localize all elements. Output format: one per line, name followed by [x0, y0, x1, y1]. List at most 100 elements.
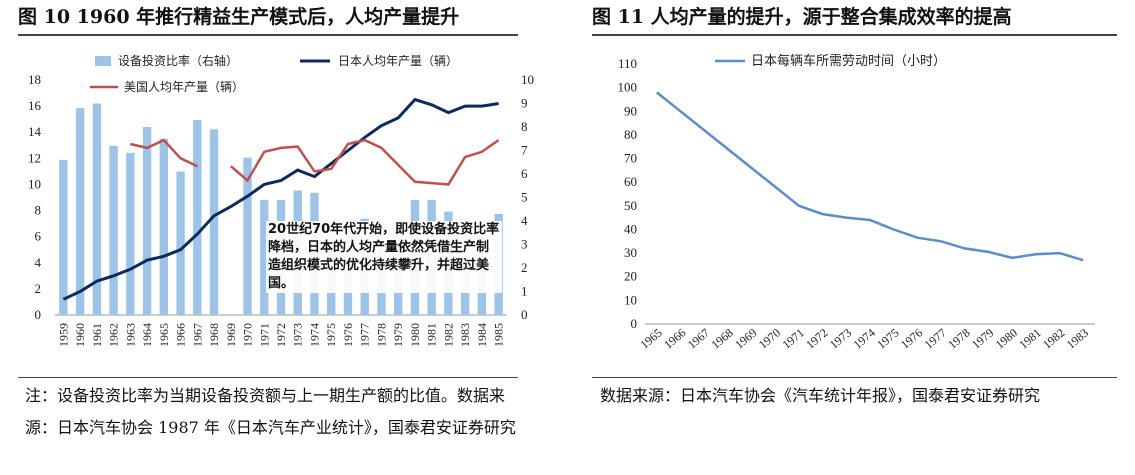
y-tick-label: 16 — [28, 98, 42, 113]
y-tick-label: 6 — [35, 229, 42, 244]
x-tick-label: 1975 — [874, 326, 901, 352]
x-tick-label: 1982 — [1040, 326, 1067, 352]
legend-label-japan: 日本人均年产量（辆） — [338, 54, 458, 68]
legend-label-bar: 设备投资比率（右轴） — [118, 53, 238, 68]
y-tick-label: 18 — [28, 72, 41, 87]
y-tick-label: 14 — [28, 124, 42, 139]
bar — [159, 138, 168, 315]
y2-tick-label: 1 — [521, 284, 528, 299]
bar — [260, 199, 269, 315]
x-tick-label: 1959 — [56, 323, 70, 347]
x-tick-label: 1966 — [174, 323, 188, 347]
x-tick-label: 1977 — [358, 323, 372, 347]
y2-tick-label: 3 — [521, 237, 528, 252]
y2-tick-label: 9 — [521, 96, 528, 111]
x-tick-label: 1960 — [73, 323, 87, 347]
x-tick-label: 1981 — [1016, 326, 1043, 352]
y-tick-label: 4 — [35, 255, 42, 270]
note-rule-left — [18, 377, 518, 378]
x-tick-label: 1978 — [374, 323, 388, 347]
y2-tick-label: 2 — [521, 260, 528, 275]
us-series-line — [130, 138, 500, 186]
x-tick-label: 1971 — [779, 326, 806, 352]
bar — [193, 119, 202, 315]
y-tick-label: 60 — [624, 174, 637, 189]
y-tick-label: 40 — [624, 221, 637, 236]
x-tick-label: 1983 — [458, 323, 472, 347]
x-tick-label: 1980 — [408, 323, 422, 347]
x-tick-label: 1977 — [922, 326, 949, 352]
x-tick-label: 1972 — [803, 326, 830, 352]
x-tick-label: 1983 — [1064, 326, 1091, 352]
y-tick-label: 20 — [624, 269, 637, 284]
title-rule-left — [18, 34, 518, 36]
bar — [142, 127, 152, 315]
x-tick-label: 1969 — [732, 326, 759, 352]
x-tick-label: 1961 — [90, 323, 104, 347]
x-tick-label: 1970 — [756, 326, 783, 352]
source-note-left: 注：设备投资比率为当期设备投资额与上一期生产额的比值。数据来源：日本汽车协会 1… — [25, 386, 516, 437]
x-tick-label: 1982 — [441, 323, 455, 347]
x-tick-label: 1984 — [475, 323, 489, 347]
bar — [126, 152, 135, 315]
x-tick-label: 1978 — [945, 326, 972, 352]
figure-11-title: 图 11 人均产量的提升，源于整合集成效率的提高 — [592, 6, 1012, 28]
x-tick-label: 1965 — [637, 326, 664, 352]
figure-10-title: 图 10 1960 年推行精益生产模式后，人均产量提升 — [18, 6, 460, 28]
y2-tick-label: 6 — [521, 166, 528, 181]
x-tick-label: 1981 — [425, 323, 439, 347]
legend-label-hours: 日本每辆车所需劳动时间（小时） — [751, 53, 946, 68]
legend-swatch-bar — [95, 56, 111, 66]
y-tick-label: 80 — [624, 127, 637, 142]
y2-tick-label: 7 — [521, 143, 528, 158]
x-tick-label: 1968 — [207, 323, 221, 347]
x-tick-label: 1971 — [257, 323, 271, 347]
x-tick-label: 1967 — [685, 326, 712, 352]
y2-tick-label: 10 — [521, 72, 534, 87]
x-tick-label: 1965 — [157, 323, 171, 347]
x-tick-label: 1967 — [190, 323, 204, 347]
x-tick-label: 1970 — [241, 323, 255, 347]
x-tick-label: 1979 — [969, 326, 996, 352]
bar — [243, 157, 252, 315]
y2-tick-label: 0 — [521, 307, 528, 322]
y2-tick-label: 8 — [521, 119, 528, 134]
x-tick-label: 1964 — [140, 323, 154, 347]
right-chart: 0102030405060708090100110196519661967196… — [618, 53, 1095, 352]
note-rule-right — [592, 377, 1117, 378]
bar — [75, 108, 85, 315]
x-tick-label: 1966 — [661, 326, 688, 352]
y2-tick-label: 5 — [521, 190, 528, 205]
y-tick-label: 12 — [28, 150, 41, 165]
bar — [59, 159, 68, 315]
x-tick-label: 1968 — [708, 326, 735, 352]
y-tick-label: 30 — [624, 245, 637, 260]
y-tick-label: 50 — [624, 198, 637, 213]
japan-series-line — [62, 97, 499, 301]
source-note-right: 数据来源：日本汽车协会《汽车统计年报》，国泰君安证券研究 — [600, 386, 1041, 405]
x-tick-label: 1976 — [898, 326, 925, 352]
x-tick-label: 1973 — [827, 326, 854, 352]
x-tick-label: 1985 — [492, 323, 506, 347]
y-tick-label: 90 — [624, 103, 637, 118]
y-tick-label: 110 — [618, 56, 637, 71]
x-tick-label: 1962 — [107, 323, 121, 347]
bar — [176, 171, 185, 315]
x-tick-label: 1979 — [391, 323, 405, 347]
bar — [109, 145, 118, 315]
y-tick-label: 8 — [35, 203, 42, 218]
x-tick-label: 1976 — [341, 323, 355, 347]
x-tick-label: 1972 — [274, 323, 288, 347]
x-tick-label: 1973 — [291, 323, 305, 347]
bar — [92, 103, 102, 315]
y-tick-label: 100 — [618, 80, 638, 95]
legend-label-us: 美国人均年产量（辆） — [124, 80, 244, 94]
bar — [209, 129, 219, 315]
title-rule-right — [592, 34, 1117, 36]
y-tick-label: 0 — [35, 307, 42, 322]
chart-annotation: 20世纪70年代开始，即使设备投资比率降档，日本的人均产量依然凭借生产制造组织模… — [266, 221, 502, 293]
x-tick-label: 1974 — [307, 323, 321, 347]
x-tick-label: 1963 — [123, 323, 137, 347]
labor-hours-series-line — [656, 91, 1084, 262]
